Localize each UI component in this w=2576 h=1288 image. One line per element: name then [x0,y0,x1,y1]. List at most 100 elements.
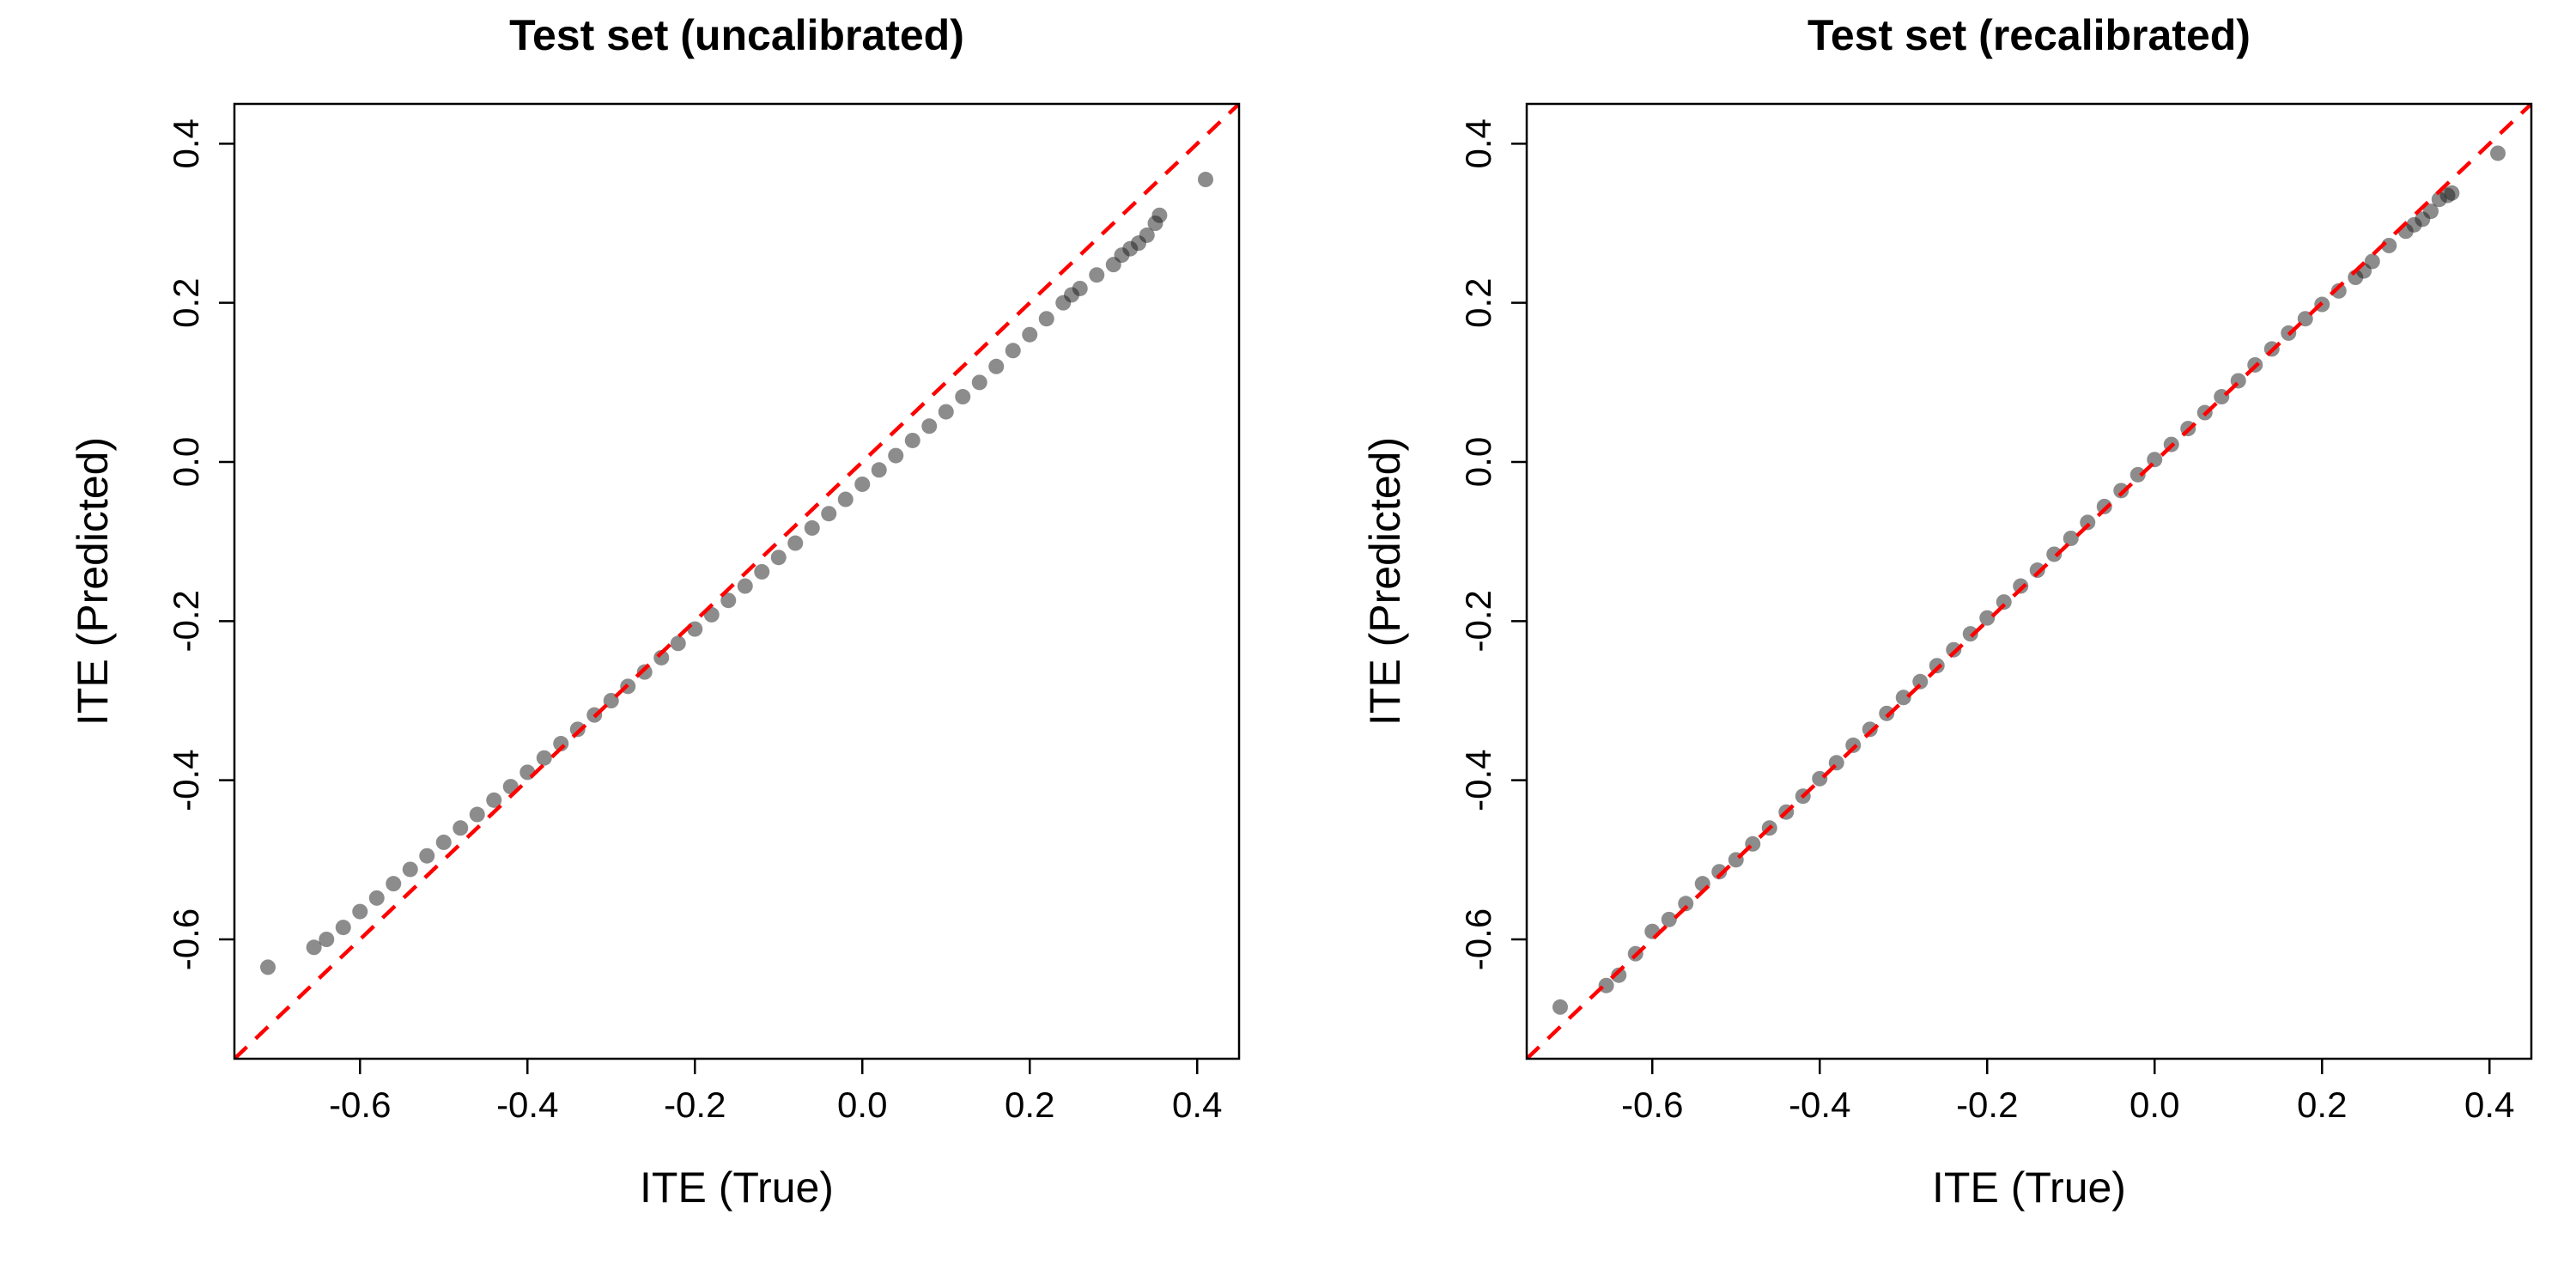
scatter-point [1711,864,1728,880]
scatter-point [787,535,804,551]
scatter-points [1552,145,2506,1015]
scatter-point [536,750,552,766]
scatter-point [2330,283,2347,299]
scatter-point [854,476,871,492]
scatter-point [2444,185,2460,201]
scatter-point [1879,705,1895,721]
scatter-point [2364,253,2380,270]
scatter-point [419,848,435,864]
y-axis-label: ITE (Predicted) [1361,437,1409,726]
scatter-point [1862,721,1878,738]
scatter-point [720,592,737,609]
scatter-point [2096,498,2112,514]
scatter-point [1038,311,1054,327]
scatter-point [988,358,1005,374]
x-tick-label: 0.4 [2464,1084,2514,1125]
scatter-point [670,635,686,652]
scatter-point [636,664,653,680]
scatter-point [888,447,904,464]
scatter-point [2029,562,2045,579]
scatter-point [971,374,987,391]
scatter-point [653,649,670,665]
scatter-point [754,563,770,580]
scatter-point [1151,207,1168,223]
plot-frame [1525,102,2533,1060]
scatter-point [837,491,854,507]
scatter-point [1979,610,1996,626]
reference-line [1527,104,2531,1059]
scatter-point [1962,626,1978,642]
x-tick-label: -0.4 [496,1084,558,1125]
x-tick-label: 0.2 [1005,1084,1054,1125]
reference-line [234,104,1239,1059]
scatter-point [260,959,276,975]
panel-2: Test set (recalibrated) -0.6 -0.4 -0.2 0.0 0.… [1361,11,2533,1212]
x-axis-label: ITE (True) [640,1163,834,1212]
chart-title: Test set (uncalibrated) [509,11,964,59]
y-tick-label: -0.4 [1458,749,1498,811]
scatter-point [770,550,787,566]
scatter-point [1661,911,1677,927]
x-tick-label: 0.4 [1172,1084,1222,1125]
scatter-point [1895,690,1911,706]
scatter-point [2423,204,2439,220]
y-tick-label: -0.6 [166,908,206,970]
scatter-point [1912,673,1929,690]
scatter-point [453,820,469,836]
scatter-point [871,462,887,478]
scatter-point [1089,267,1105,283]
y-tick-label: 0.4 [166,118,206,168]
y-tick-label: 0.2 [166,277,206,327]
scatter-point [2490,145,2506,161]
y-tick-label: -0.6 [1458,908,1498,970]
scatter-point [1139,227,1155,243]
scatter-point [1022,326,1038,343]
scatter-point [2013,578,2029,594]
scatter-point [603,693,619,708]
y-tick-label: 0.0 [1458,437,1498,487]
x-tick-label: -0.2 [664,1084,726,1125]
scatter-point [904,432,920,448]
scatter-point [386,876,402,892]
x-tick-label: -0.6 [1621,1084,1683,1125]
scatter-point [737,578,753,594]
scatter-point [402,861,418,878]
scatter-point [804,519,820,536]
scatter-point [1005,343,1021,359]
scatter-point [1072,280,1088,296]
scatter-point [2297,311,2313,327]
y-tick-label: -0.4 [166,749,206,811]
y-axis-label: ITE (Predicted) [69,437,117,726]
x-tick-label: 0.2 [2297,1084,2347,1125]
scatter-point [553,736,569,752]
scatter-point [1996,594,2012,611]
y-tick-label: 0.2 [1458,277,1498,327]
scatter-point [2063,530,2079,546]
scatter-point [569,721,586,738]
scatter-point [2046,546,2063,562]
x-tick-label: -0.6 [329,1084,391,1125]
scatter-point [469,806,485,823]
scatter-point [435,834,452,850]
scatter-point [1929,658,1945,674]
scatter-point [368,890,385,906]
scatter-point [2113,483,2129,499]
x-tick-label: -0.2 [1956,1084,2018,1125]
y-tick-label: 0.0 [166,437,206,487]
scatter-point [306,939,322,956]
scatter-point [1198,172,1213,188]
scatter-point [335,920,351,936]
scatter-point [1845,737,1862,753]
scatter-point [1552,999,1568,1015]
y-tick-label: 0.4 [1458,118,1498,168]
scatter-point [1946,641,1962,658]
y-tick-label: -0.2 [166,590,206,652]
scatter-point [352,903,368,920]
scatter-point [2080,514,2096,531]
scatter-point [2129,466,2146,483]
chart-title: Test set (recalibrated) [1807,11,2251,59]
scatter-point [938,404,954,420]
scatter-point [486,792,502,808]
x-axis-label: ITE (True) [1932,1163,2126,1212]
